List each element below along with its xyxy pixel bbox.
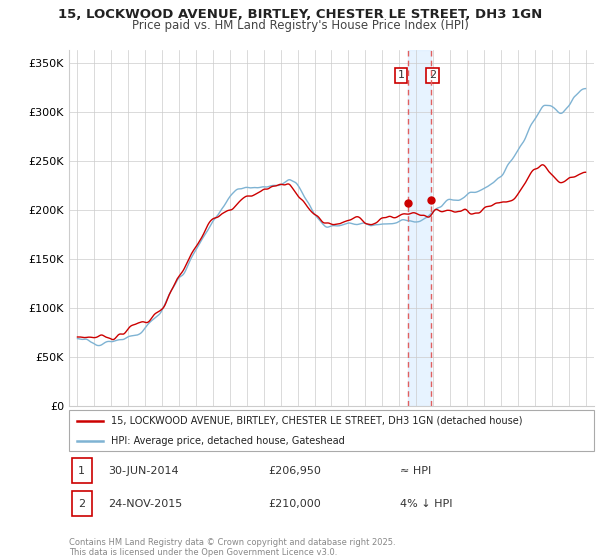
- Text: 1: 1: [78, 465, 85, 475]
- Text: £206,950: £206,950: [269, 465, 322, 475]
- Bar: [408, 50, 431, 406]
- Text: 30-JUN-2014: 30-JUN-2014: [109, 465, 179, 475]
- Text: 2: 2: [429, 71, 436, 80]
- Text: 2: 2: [78, 498, 85, 508]
- Text: 4% ↓ HPI: 4% ↓ HPI: [400, 498, 452, 508]
- Text: Price paid vs. HM Land Registry's House Price Index (HPI): Price paid vs. HM Land Registry's House …: [131, 19, 469, 32]
- FancyBboxPatch shape: [71, 491, 92, 516]
- Text: 15, LOCKWOOD AVENUE, BIRTLEY, CHESTER LE STREET, DH3 1GN: 15, LOCKWOOD AVENUE, BIRTLEY, CHESTER LE…: [58, 8, 542, 21]
- Text: 15, LOCKWOOD AVENUE, BIRTLEY, CHESTER LE STREET, DH3 1GN (detached house): 15, LOCKWOOD AVENUE, BIRTLEY, CHESTER LE…: [111, 416, 523, 426]
- Text: ≈ HPI: ≈ HPI: [400, 465, 431, 475]
- FancyBboxPatch shape: [69, 410, 594, 451]
- Text: 1: 1: [397, 71, 404, 80]
- Text: Contains HM Land Registry data © Crown copyright and database right 2025.
This d: Contains HM Land Registry data © Crown c…: [69, 538, 395, 557]
- FancyBboxPatch shape: [71, 458, 92, 483]
- Text: 24-NOV-2015: 24-NOV-2015: [109, 498, 182, 508]
- Text: £210,000: £210,000: [269, 498, 321, 508]
- Text: HPI: Average price, detached house, Gateshead: HPI: Average price, detached house, Gate…: [111, 436, 345, 446]
